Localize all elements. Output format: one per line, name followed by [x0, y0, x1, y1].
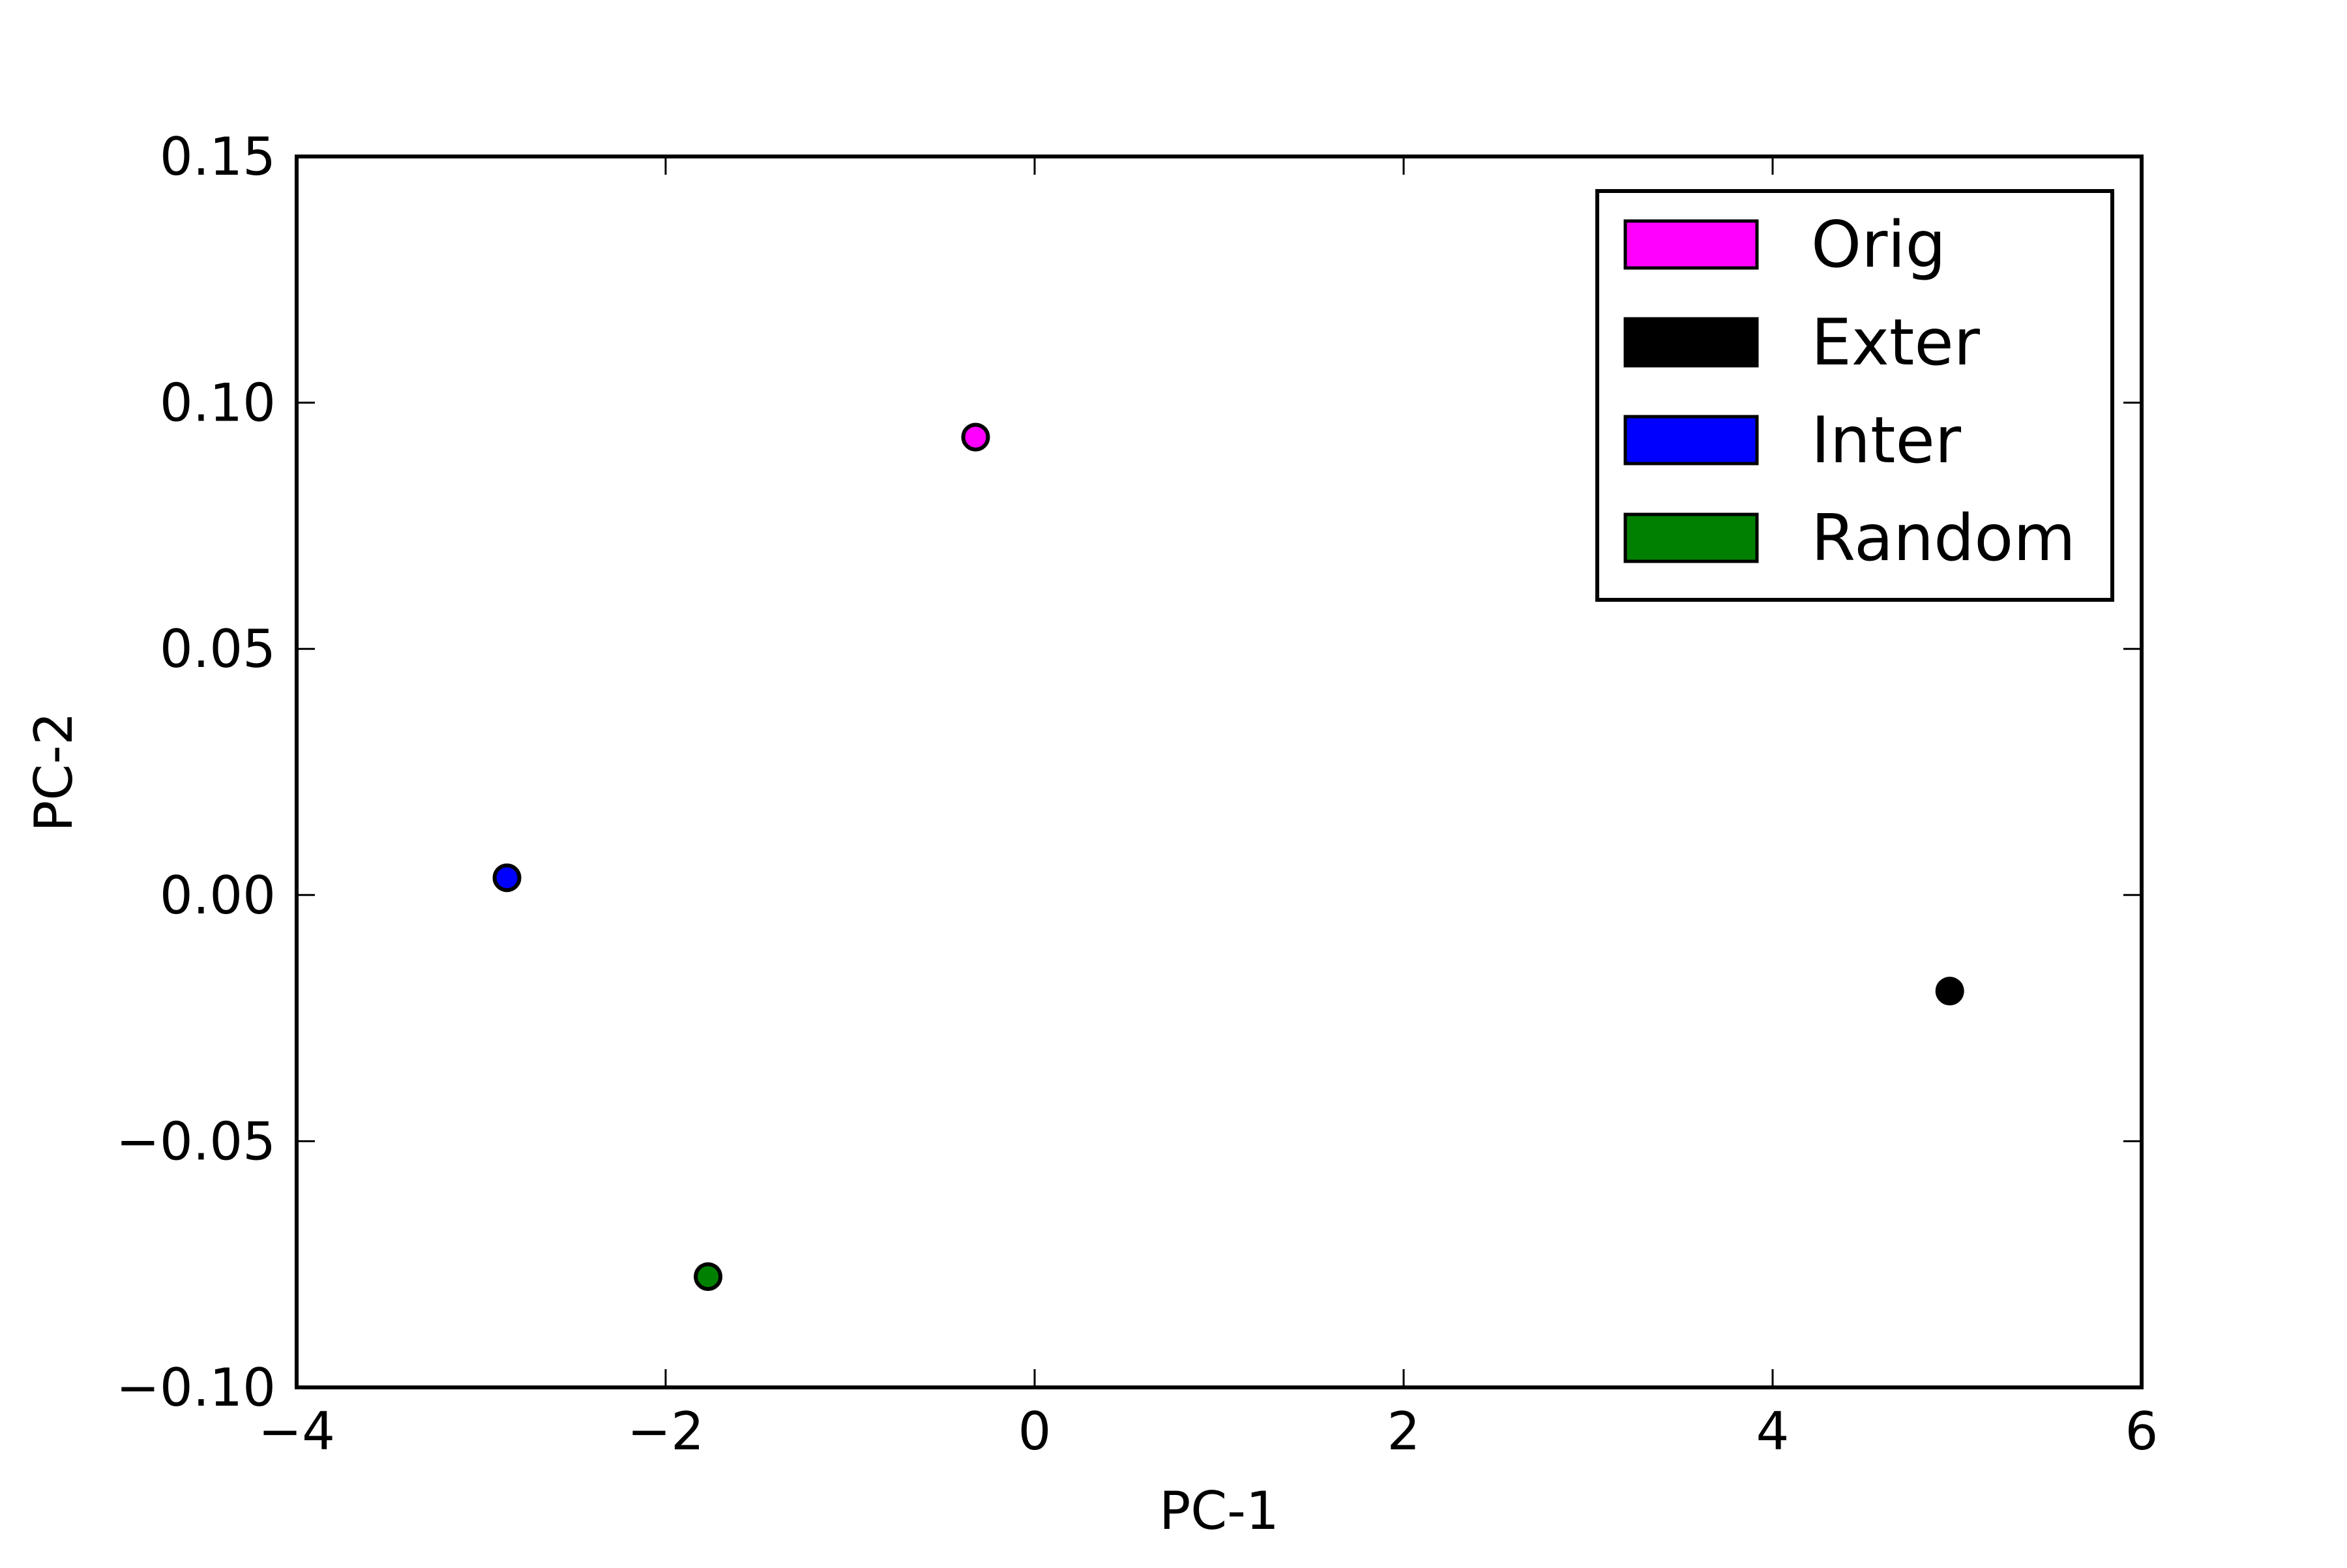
y-tick-label: 0.05 [160, 619, 276, 679]
legend-label-exter: Exter [1811, 306, 1981, 380]
x-tick-label: −2 [627, 1401, 704, 1462]
data-point-orig [961, 422, 990, 452]
x-tick-label: 2 [1387, 1401, 1421, 1462]
y-axis-label: PC-2 [23, 712, 84, 832]
y-tick-label: 0.00 [160, 865, 276, 926]
y-tick-label: −0.10 [116, 1357, 276, 1418]
data-point-random [694, 1262, 723, 1292]
x-tick-label: 4 [1756, 1401, 1790, 1462]
plot-frame [295, 155, 2144, 1389]
legend-swatch-orig [1623, 219, 1759, 270]
legend-swatch-exter [1623, 317, 1759, 368]
legend-label-orig: Orig [1811, 208, 1946, 282]
legend-label-random: Random [1811, 501, 2076, 576]
legend-swatch-random [1623, 512, 1759, 563]
x-tick-label: 0 [1018, 1401, 1052, 1462]
data-point-inter [492, 863, 522, 893]
x-tick-label: −4 [258, 1401, 335, 1462]
legend-label-inter: Inter [1811, 404, 1962, 478]
legend-swatch-inter [1623, 415, 1759, 466]
y-tick-label: −0.05 [116, 1111, 276, 1172]
x-tick-label: 6 [2125, 1401, 2159, 1462]
x-axis-label: PC-1 [1159, 1481, 1279, 1541]
data-point-exter [1935, 977, 1964, 1006]
y-tick-label: 0.10 [160, 373, 276, 434]
y-tick-label: 0.15 [160, 126, 276, 187]
